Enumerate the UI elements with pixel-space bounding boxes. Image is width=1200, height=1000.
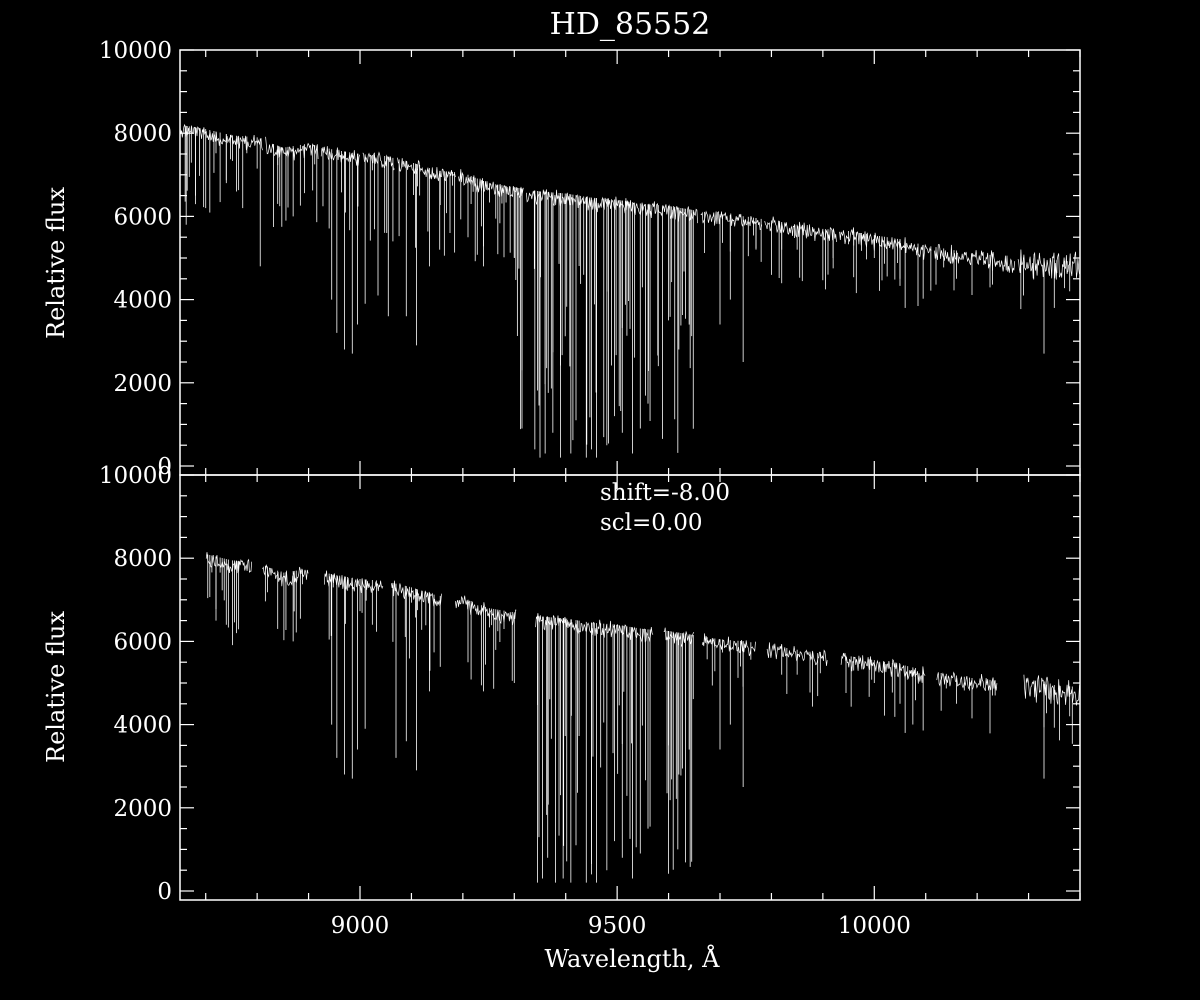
- spectrum-segment: [764, 216, 837, 243]
- spectrum-segment: [535, 613, 654, 644]
- annotation-scl: scl=0.00: [600, 510, 703, 536]
- y-tick-label: 6000: [113, 204, 172, 230]
- spectrum-segment: [265, 136, 319, 161]
- x-tick-label: 9000: [331, 913, 390, 939]
- spectrum-segment: [839, 227, 932, 260]
- y-tick-label: 4000: [113, 288, 172, 314]
- annotation-shift: shift=-8.00: [600, 480, 730, 506]
- spectrum-segment: [700, 210, 763, 231]
- spectrum-segment: [1017, 249, 1080, 280]
- spectrum-segment: [323, 570, 384, 593]
- y-tick-label: 10000: [99, 463, 172, 489]
- y-tick-label: 8000: [113, 546, 172, 572]
- spectrum-segment: [840, 652, 926, 684]
- spectrum-segment: [701, 633, 756, 657]
- x-tick-label: 10000: [838, 913, 911, 939]
- spectrum-segment: [934, 243, 1016, 273]
- y-tick-label: 0: [157, 454, 172, 480]
- x-axis-label: Wavelength, Å: [544, 944, 720, 973]
- panel-top-ylabel: Relative flux: [42, 187, 70, 339]
- spectrum-segment: [458, 169, 524, 199]
- spectrum-segment: [179, 123, 263, 151]
- y-tick-label: 10000: [99, 38, 172, 64]
- panel-bottom: 0 2000 4000 6000 8000 10000: [99, 463, 1081, 905]
- spectrum-segment: [205, 552, 253, 574]
- spectrum-segment: [936, 671, 998, 691]
- y-tick-label: 6000: [113, 629, 172, 655]
- spectrum-segment: [362, 151, 395, 171]
- panel-top: 0 2000 4000 6000 8000 10000: [99, 38, 1081, 480]
- spectrum-segment: [1023, 674, 1080, 706]
- spectrum-segment: [262, 563, 309, 587]
- spectrum-segment: [455, 595, 517, 626]
- y-tick-label: 2000: [113, 371, 172, 397]
- spectrum-segment: [397, 157, 456, 182]
- spectrum-segment: [320, 146, 361, 166]
- panel-bottom-ylabel: Relative flux: [42, 611, 70, 763]
- x-tick-label: 9500: [588, 913, 647, 939]
- y-tick-label: 2000: [113, 796, 172, 822]
- y-tick-label: 4000: [113, 713, 172, 739]
- y-tick-label: 8000: [113, 121, 172, 147]
- plot-frame: [179, 474, 1081, 901]
- spectrum-segment: [526, 189, 698, 224]
- y-tick-label: 0: [157, 879, 172, 905]
- chart-title: HD_85552: [550, 7, 711, 42]
